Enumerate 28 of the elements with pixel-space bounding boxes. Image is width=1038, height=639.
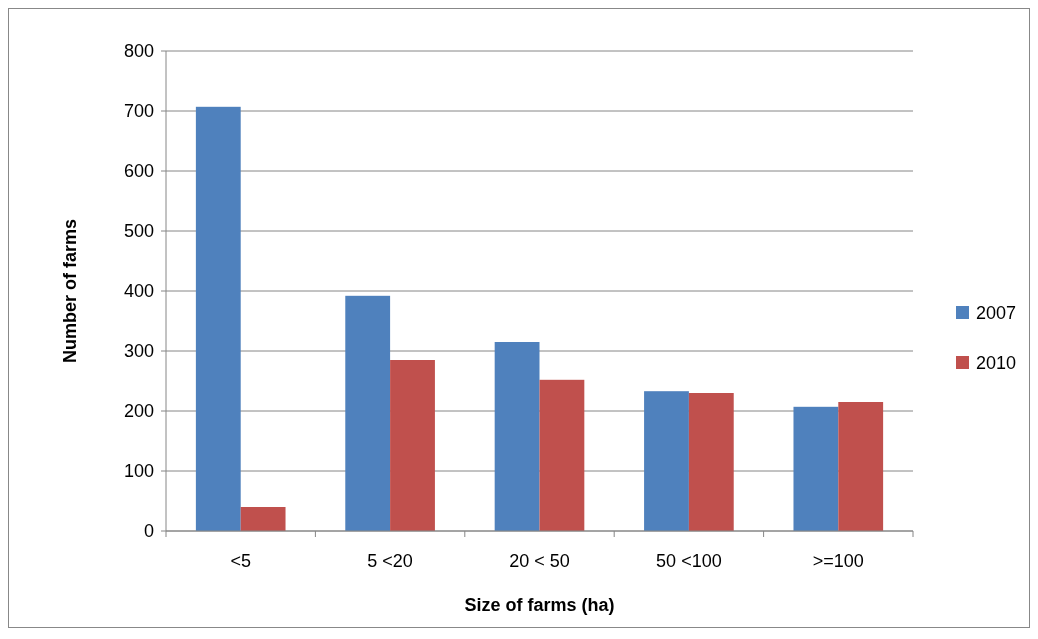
y-tick-label: 300 [123, 341, 154, 362]
x-tick-label: 20 < 50 [509, 551, 570, 571]
legend-label: 2010 [976, 353, 1017, 374]
bar [390, 360, 435, 531]
legend-label: 2007 [976, 303, 1017, 324]
y-tick-label: 500 [123, 221, 154, 242]
x-axis-title: Size of farms (ha) [464, 595, 615, 615]
x-tick-label: 5 <20 [367, 551, 413, 571]
bar [195, 106, 241, 531]
bar [793, 406, 839, 531]
y-tick-label: 200 [123, 401, 154, 422]
bar [240, 507, 286, 531]
x-tick-label: >=100 [812, 551, 864, 571]
bar [345, 295, 391, 531]
y-tick-label: 400 [123, 281, 154, 302]
bar [539, 379, 585, 531]
bar [688, 393, 734, 531]
bar [644, 391, 689, 531]
y-tick-label: 700 [123, 101, 154, 122]
bar [838, 402, 884, 531]
y-tick-label: 600 [123, 161, 154, 182]
y-tick-label: 100 [123, 461, 154, 482]
bar [494, 342, 540, 531]
x-tick-label: 50 <100 [656, 551, 722, 571]
y-tick-label: 800 [123, 41, 154, 62]
y-axis-title: Number of farms [60, 218, 80, 364]
x-tick-label: <5 [230, 551, 251, 571]
y-tick-label: 0 [143, 521, 154, 542]
